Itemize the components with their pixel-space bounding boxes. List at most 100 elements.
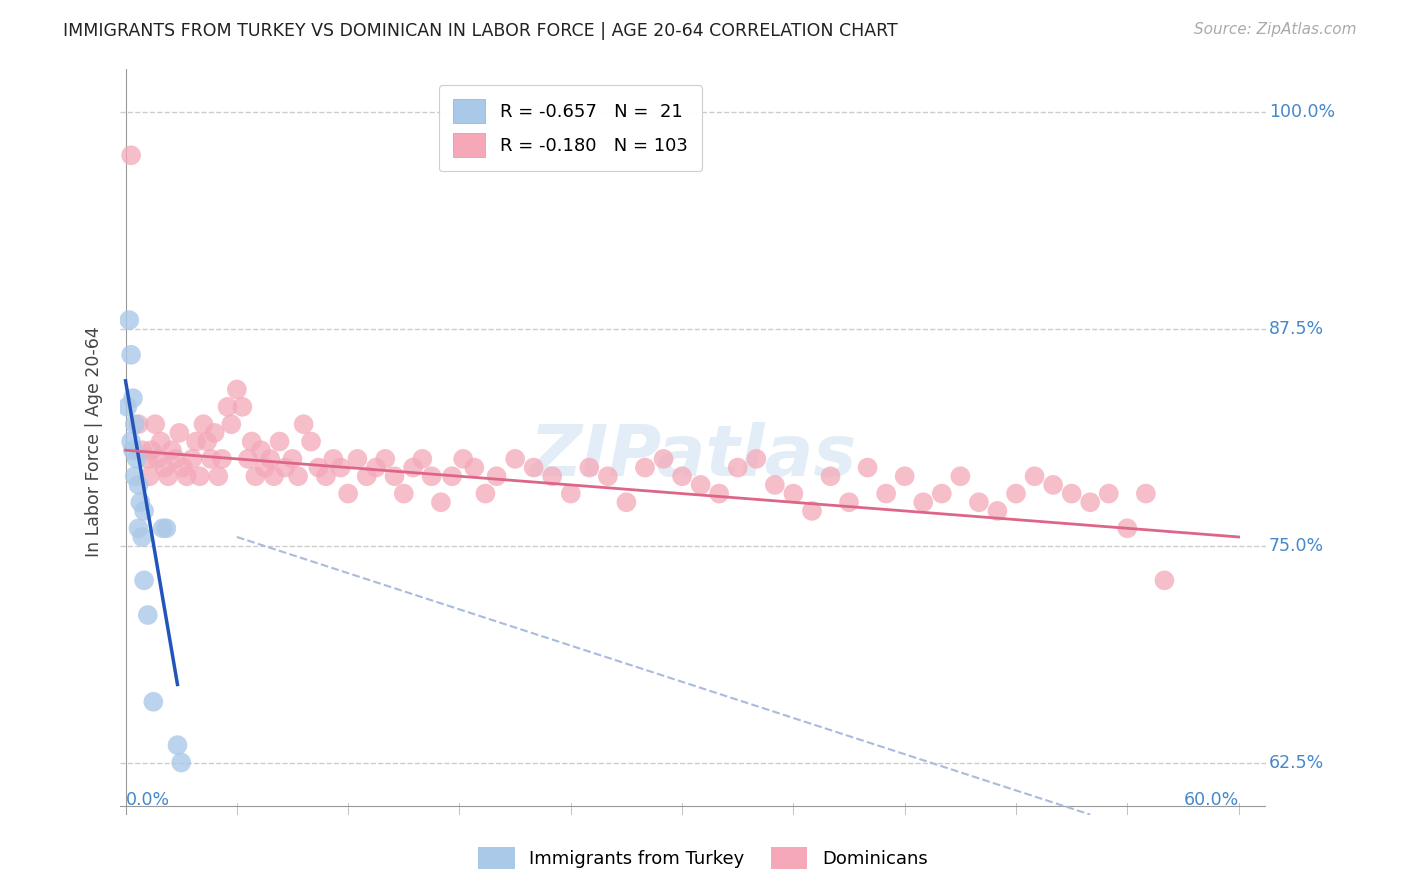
Point (122, 391, 145, 405)
Point (124, 417, 146, 432)
Point (165, 451, 187, 466)
Point (986, 504, 1008, 518)
Point (485, 469, 508, 483)
Point (292, 417, 315, 432)
Point (308, 460, 330, 475)
Point (231, 400, 253, 414)
Point (120, 434, 142, 449)
Point (136, 451, 159, 466)
Point (132, 504, 155, 518)
Point (420, 469, 443, 483)
Point (131, 443, 153, 458)
Point (245, 469, 267, 483)
Point (689, 478, 711, 492)
Point (1005, 486, 1028, 500)
Point (129, 495, 152, 509)
Point (124, 469, 146, 483)
Point (384, 469, 406, 483)
Point (893, 469, 915, 483)
Text: ZIPatlas: ZIPatlas (530, 422, 856, 491)
Point (181, 451, 204, 466)
Point (560, 486, 582, 500)
Y-axis label: In Labor Force | Age 20-64: In Labor Force | Age 20-64 (86, 326, 103, 557)
Point (402, 460, 425, 475)
Point (616, 495, 638, 509)
Point (128, 521, 150, 535)
Point (122, 443, 145, 458)
Point (281, 451, 304, 466)
Point (204, 425, 226, 440)
Point (1078, 495, 1101, 509)
Point (207, 469, 229, 483)
Point (1042, 478, 1064, 492)
Point (800, 504, 823, 518)
Point (157, 469, 180, 483)
Point (763, 478, 786, 492)
Point (138, 469, 160, 483)
Point (146, 451, 169, 466)
Text: IMMIGRANTS FROM TURKEY VS DOMINICAN IN LABOR FORCE | AGE 20-64 CORRELATION CHART: IMMIGRANTS FROM TURKEY VS DOMINICAN IN L… (63, 22, 898, 40)
Point (172, 460, 194, 475)
Point (236, 451, 259, 466)
Point (128, 417, 150, 432)
Point (143, 417, 166, 432)
Text: 60.0%: 60.0% (1184, 791, 1239, 809)
Point (211, 451, 233, 466)
Point (875, 486, 897, 500)
Point (931, 486, 953, 500)
Point (170, 756, 193, 770)
Point (671, 469, 693, 483)
Point (441, 469, 464, 483)
Point (155, 521, 177, 535)
Point (225, 383, 247, 397)
Point (253, 460, 276, 475)
Point (820, 469, 842, 483)
Point (259, 451, 281, 466)
Point (596, 469, 619, 483)
Point (299, 434, 322, 449)
Point (131, 530, 153, 544)
Point (1024, 469, 1046, 483)
Point (329, 460, 352, 475)
Point (838, 495, 860, 509)
Point (141, 443, 163, 458)
Point (193, 417, 215, 432)
Point (782, 486, 804, 500)
Point (578, 460, 600, 475)
Point (364, 460, 387, 475)
Point (269, 434, 291, 449)
Point (745, 451, 768, 466)
Point (149, 434, 172, 449)
Point (709, 486, 731, 500)
Point (160, 443, 183, 458)
Point (1135, 486, 1157, 500)
Point (250, 443, 273, 458)
Point (474, 486, 496, 500)
Legend: Immigrants from Turkey, Dominicans: Immigrants from Turkey, Dominicans (470, 838, 936, 879)
Point (430, 495, 453, 509)
Point (153, 460, 176, 475)
Point (217, 400, 239, 414)
Point (120, 148, 142, 162)
Point (1153, 574, 1175, 588)
Text: 87.5%: 87.5% (1268, 319, 1324, 338)
Point (1098, 486, 1121, 500)
Point (263, 469, 285, 483)
Text: 100.0%: 100.0% (1268, 103, 1334, 121)
Point (541, 469, 564, 483)
Text: 62.5%: 62.5% (1268, 754, 1324, 772)
Text: 0.0%: 0.0% (125, 791, 170, 809)
Text: Source: ZipAtlas.com: Source: ZipAtlas.com (1194, 22, 1357, 37)
Point (219, 417, 242, 432)
Point (356, 469, 378, 483)
Point (949, 469, 972, 483)
Point (195, 434, 218, 449)
Point (120, 348, 142, 362)
Point (315, 469, 337, 483)
Point (727, 460, 749, 475)
Point (411, 451, 433, 466)
Point (451, 451, 474, 466)
Point (166, 738, 188, 752)
Point (240, 434, 263, 449)
Point (374, 451, 396, 466)
